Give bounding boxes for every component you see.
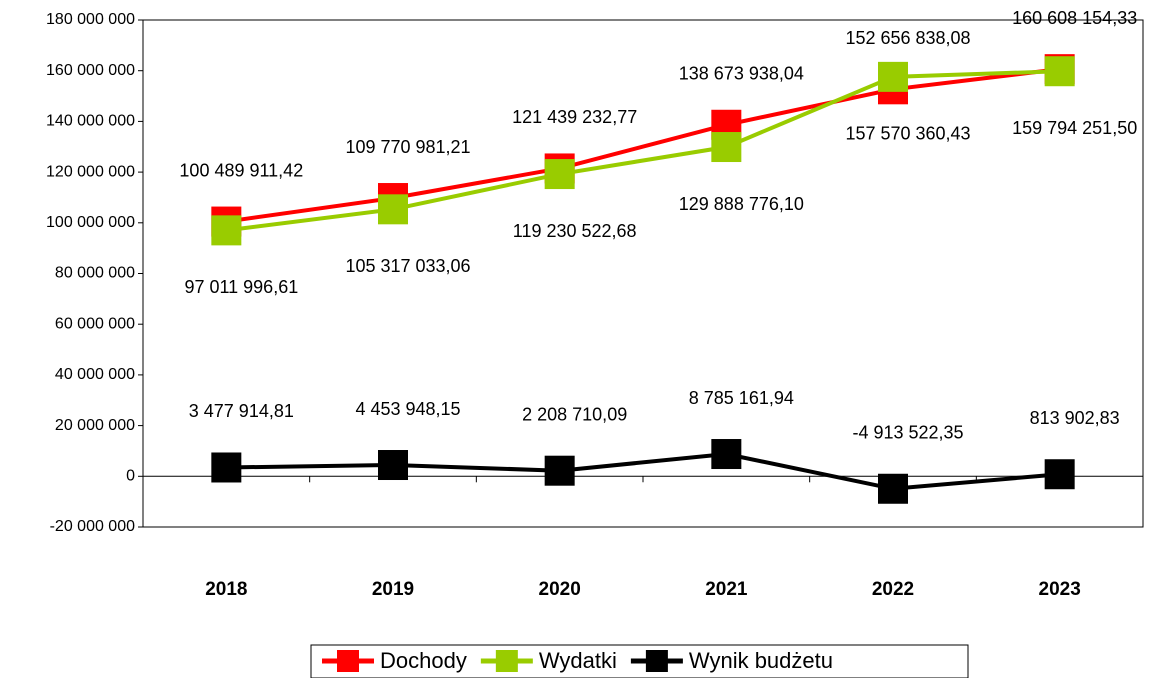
marker	[878, 61, 908, 92]
data-label: 160 608 154,33	[1012, 8, 1137, 28]
series-line	[226, 452, 1060, 491]
data-label: 119 230 522,68	[513, 221, 637, 241]
legend-label: Wynik budżetu	[689, 648, 833, 673]
marker	[1044, 459, 1075, 490]
y-tick-label: 20 000 000	[55, 417, 135, 434]
marker	[878, 473, 908, 504]
legend-marker	[645, 650, 668, 672]
data-label: 2 208 710,09	[522, 404, 627, 424]
legend-marker	[495, 650, 518, 672]
legend-label: Wydatki	[539, 648, 617, 673]
data-label: 8 785 161,94	[689, 388, 794, 408]
marker	[1044, 56, 1075, 87]
x-tick-label: 2022	[872, 579, 914, 600]
x-tick-label: 2023	[1039, 579, 1081, 600]
data-label: 105 317 033,06	[345, 256, 470, 276]
data-label: 4 453 948,15	[355, 399, 460, 419]
x-tick-label: 2021	[705, 579, 748, 600]
data-label: 3 477 914,81	[189, 401, 294, 421]
data-label: 157 570 360,43	[845, 124, 970, 144]
marker	[711, 132, 742, 163]
data-label: 109 770 981,21	[345, 137, 470, 157]
y-tick-label: 180 000 000	[46, 11, 135, 28]
y-tick-label: 60 000 000	[55, 315, 135, 332]
y-tick-label: -20 000 000	[50, 518, 136, 535]
data-label: 159 794 251,50	[1012, 118, 1137, 138]
legend-box	[310, 644, 969, 678]
marker	[378, 194, 408, 225]
y-tick-label: 0	[126, 468, 135, 485]
data-label: 138 673 938,04	[679, 64, 804, 84]
y-tick-label: 140 000 000	[46, 113, 135, 130]
data-label: 100 489 911,42	[179, 160, 303, 180]
marker	[211, 215, 242, 246]
y-tick-label: 40 000 000	[55, 366, 135, 383]
plot-area	[142, 19, 1144, 528]
legend-label: Dochody	[380, 648, 467, 673]
legend-marker	[337, 650, 359, 672]
y-tick-label: 160 000 000	[46, 62, 135, 79]
marker	[378, 450, 408, 481]
data-label: 129 888 776,10	[679, 194, 804, 214]
marker	[711, 439, 742, 470]
y-tick-label: 80 000 000	[55, 265, 135, 282]
y-tick-label: 100 000 000	[46, 214, 135, 231]
x-tick-label: 2020	[539, 579, 581, 600]
data-label: 813 902,83	[1030, 408, 1120, 428]
data-label: -4 913 522,35	[852, 423, 963, 443]
y-tick-label: 120 000 000	[46, 163, 135, 180]
series-line	[226, 67, 1060, 224]
data-label: 152 656 838,08	[845, 28, 970, 48]
data-label: 97 011 996,61	[184, 277, 298, 297]
x-tick-label: 2018	[205, 579, 247, 600]
x-tick-label: 2019	[372, 579, 414, 600]
series-line	[226, 69, 1060, 233]
marker	[544, 455, 575, 486]
marker	[544, 159, 575, 190]
data-label: 121 439 232,77	[512, 107, 637, 127]
marker	[211, 452, 242, 483]
